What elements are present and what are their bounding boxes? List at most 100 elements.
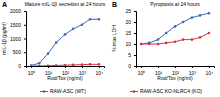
x-tick-mark (192, 66, 193, 68)
data-point (64, 64, 67, 66)
data-point (47, 64, 50, 66)
data-point (72, 64, 75, 66)
series-line (141, 33, 209, 44)
x-tick: 10⁰ (28, 66, 36, 76)
data-point (191, 16, 194, 19)
y-tick-label: 15 (125, 30, 131, 36)
y-axis-title: % max LDH (111, 25, 117, 52)
x-tick-mark (175, 66, 176, 68)
x-tick-mark (48, 66, 49, 68)
legend-swatch (40, 91, 48, 92)
data-point (30, 64, 33, 66)
title: Pyroptosis at 24 hours (150, 1, 200, 7)
y-tick-mark (24, 25, 26, 26)
y-tick: 15 (125, 30, 136, 36)
y-tick-label: 0 (18, 63, 21, 69)
x-axis-title: Rod/Tox (ng/ml) (47, 75, 83, 81)
title: Mature mIL-1β secretion at 24 hours (25, 1, 106, 7)
panel-label: A (2, 1, 7, 8)
data-point (89, 18, 92, 21)
x-axis-line (137, 67, 215, 69)
y-tick: 1000 (10, 36, 26, 42)
y-tick-label: 2000 (10, 8, 21, 14)
x-tick: 10⁰ (138, 66, 146, 76)
x-tick-mark (82, 66, 83, 68)
data-point (140, 43, 143, 46)
legend-entry: RAW-ASC (WT) (50, 88, 86, 94)
y-axis: 0 5 10 15 20 25 (125, 8, 136, 69)
legend-swatch (130, 91, 138, 92)
y-tick-label: 0 (128, 63, 131, 69)
y-tick: 5 (128, 52, 136, 58)
data-point (55, 64, 58, 66)
x-tick-mark (31, 66, 32, 68)
data-point (182, 21, 185, 24)
data-point (89, 63, 92, 66)
data-point (81, 23, 84, 26)
data-point (98, 18, 101, 21)
x-tick-label: 10⁴ (96, 70, 104, 76)
data-point (47, 52, 50, 55)
legend-marker (133, 90, 136, 93)
x-tick-mark (99, 66, 100, 68)
data-point (174, 41, 177, 44)
y-tick-mark (24, 39, 26, 40)
data-point (208, 32, 211, 35)
data-point (98, 63, 101, 66)
series-line (31, 64, 99, 66)
y-tick-label: 25 (125, 8, 131, 14)
data-point (64, 33, 67, 36)
plot-area (30, 18, 100, 66)
data-point (38, 65, 41, 66)
y-tick-mark (134, 11, 136, 12)
data-point (165, 42, 168, 45)
data-point (72, 28, 75, 31)
y-tick-label: 500 (13, 49, 22, 55)
x-tick-label: 10⁰ (28, 70, 36, 76)
x-tick-label: 10⁰ (138, 70, 146, 76)
figure: A Mature mIL-1β secretion at 24 hours 10⁰ 1… (0, 0, 220, 97)
data-point (157, 38, 160, 41)
legend-entry: RAW-ASC KO-NLRC4 (KO) (140, 88, 202, 94)
y-tick-label: 1000 (10, 36, 21, 42)
panel-0: A Mature mIL-1β secretion at 24 hours 10⁰ 1… (1, 1, 106, 81)
y-tick-mark (134, 22, 136, 23)
y-tick: 0 (128, 63, 136, 69)
data-point (174, 25, 177, 28)
y-tick-label: 5 (128, 52, 131, 58)
data-point (199, 14, 202, 17)
y-axis-line (24, 12, 27, 67)
x-axis-line (27, 67, 105, 69)
x-axis-title: Rod/Tox (ng/ml) (157, 75, 193, 81)
data-point (199, 36, 202, 39)
y-axis: 0 500 1000 1500 2000 (10, 8, 27, 69)
series-line (141, 13, 209, 44)
x-tick-mark (141, 66, 142, 68)
y-tick-mark (134, 66, 136, 67)
y-tick-label: 20 (125, 19, 131, 25)
y-tick-mark (24, 11, 26, 12)
data-point (81, 63, 84, 66)
x-tick-mark (158, 66, 159, 68)
x-tick-mark (65, 66, 66, 68)
y-tick-mark (134, 55, 136, 56)
x-tick: 10⁴ (96, 66, 104, 76)
legend: RAW-ASC (WT) RAW-ASC KO-NLRC4 (KO) (40, 88, 202, 94)
y-axis-title: mIL-1β (pg/ml) (1, 22, 7, 55)
x-tick: 10⁴ (206, 66, 214, 76)
y-tick-mark (24, 52, 26, 53)
y-tick-label: 10 (125, 41, 131, 47)
y-tick-label: 1500 (10, 22, 21, 28)
y-tick: 0 (18, 63, 26, 69)
y-axis-line (134, 12, 137, 67)
y-tick: 25 (125, 8, 136, 14)
data-point (30, 65, 33, 66)
data-point (38, 62, 41, 65)
data-point (148, 43, 151, 46)
data-point (157, 43, 160, 46)
data-point (140, 43, 143, 46)
series-line (31, 19, 99, 65)
data-point (191, 38, 194, 41)
legend-marker (43, 90, 46, 93)
y-tick-mark (134, 44, 136, 45)
